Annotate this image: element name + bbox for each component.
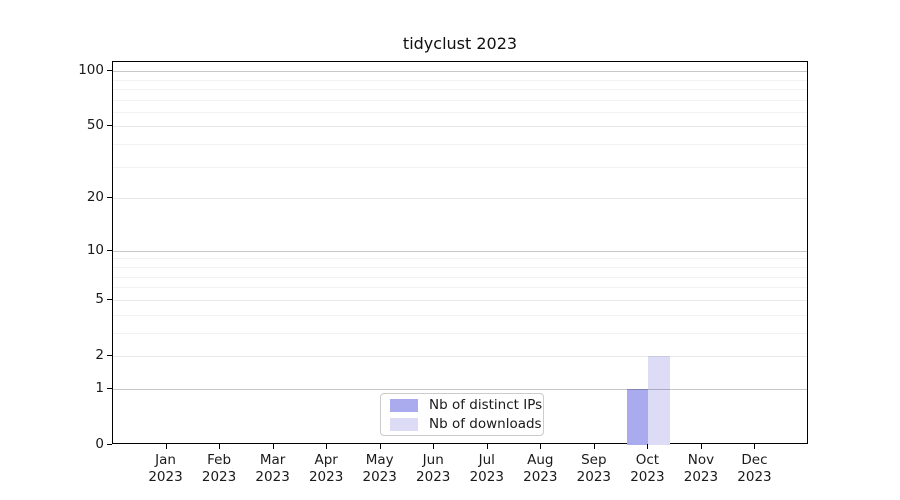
- legend-item-distinct-ips: Nb of distinct IPs: [390, 397, 542, 413]
- x-tick-sep: [593, 444, 595, 449]
- x-tick-apr: [326, 444, 328, 449]
- x-tick-month: Jan: [155, 452, 176, 468]
- legend-item-downloads: Nb of downloads: [390, 416, 542, 432]
- x-tick-may: [379, 444, 381, 449]
- gridline-y-60: [113, 111, 807, 113]
- x-tick-label-feb: Feb 2023: [184, 452, 254, 485]
- gridline-y-6: [113, 287, 807, 289]
- x-tick-month: Feb: [207, 452, 232, 468]
- x-tick-year: 2023: [308, 468, 344, 485]
- gridline-y-9: [113, 258, 807, 260]
- x-tick-year: 2023: [523, 468, 558, 485]
- legend-label-distinct-ips: Nb of distinct IPs: [429, 397, 543, 413]
- x-tick-month: Dec: [741, 452, 768, 468]
- y-tick-label-5: 5: [95, 290, 104, 307]
- gridline-y-5: [113, 299, 807, 301]
- x-tick-label-oct: Oct 2023: [612, 452, 682, 485]
- x-tick-label-aug: Aug 2023: [505, 452, 575, 485]
- x-tick-year: 2023: [737, 468, 772, 485]
- y-tick-label-20: 20: [86, 189, 104, 206]
- x-tick-oct: [647, 444, 649, 449]
- x-tick-label-sep: Sep 2023: [559, 452, 629, 485]
- y-tick-1: [107, 387, 112, 389]
- y-tick-10: [107, 249, 112, 251]
- x-tick-label-may: May 2023: [345, 452, 415, 485]
- x-tick-mar: [272, 444, 274, 449]
- gridline-y-30: [113, 166, 807, 168]
- x-tick-feb: [219, 444, 221, 449]
- x-tick-label-jul: Jul 2023: [452, 452, 522, 485]
- x-tick-label-jun: Jun 2023: [398, 452, 468, 485]
- y-tick-label-50: 50: [86, 117, 104, 134]
- x-tick-month: Aug: [527, 452, 554, 468]
- gridline-y-100: [113, 71, 807, 73]
- x-tick-month: May: [365, 452, 394, 468]
- x-tick-label-mar: Mar 2023: [238, 452, 308, 485]
- x-tick-jul: [486, 444, 488, 449]
- x-tick-label-apr: Apr 2023: [291, 452, 361, 485]
- gridline-y-80: [113, 88, 807, 90]
- y-tick-0: [107, 444, 112, 445]
- legend: Nb of distinct IPs Nb of downloads: [380, 393, 544, 436]
- x-tick-year: 2023: [148, 468, 183, 485]
- y-tick-5: [107, 298, 112, 300]
- x-tick-label-jan: Jan 2023: [131, 452, 201, 485]
- y-tick-label-2: 2: [95, 346, 104, 363]
- x-tick-month: Jul: [478, 452, 495, 468]
- gridline-y-20: [113, 198, 807, 200]
- chart-title: tidyclust 2023: [402, 34, 518, 53]
- y-tick-label-10: 10: [86, 241, 104, 258]
- x-tick-month: Mar: [259, 452, 286, 468]
- y-tick-label-100: 100: [78, 62, 104, 79]
- gridline-y-7: [113, 276, 807, 278]
- y-tick-label-0: 0: [95, 436, 104, 452]
- gridline-y-10: [113, 250, 807, 252]
- x-tick-aug: [540, 444, 542, 449]
- x-tick-year: 2023: [630, 468, 665, 485]
- bar-oct-series1: [648, 355, 670, 445]
- gridline-y-90: [113, 79, 807, 81]
- x-tick-month: Sep: [581, 452, 607, 468]
- bars-layer: [113, 62, 807, 445]
- legend-label-downloads: Nb of downloads: [429, 416, 542, 432]
- x-tick-month: Jun: [422, 452, 444, 468]
- x-tick-year: 2023: [416, 468, 451, 485]
- x-tick-month: Nov: [687, 452, 715, 468]
- x-tick-jun: [433, 444, 435, 449]
- legend-swatch-distinct-ips: [390, 398, 418, 412]
- y-tick-2: [107, 354, 112, 356]
- gridline-y-8: [113, 266, 807, 268]
- x-tick-year: 2023: [201, 468, 237, 485]
- gridline-y-3: [113, 332, 807, 334]
- x-tick-month: Apr: [314, 452, 338, 468]
- x-tick-year: 2023: [362, 468, 397, 485]
- y-tick-50: [107, 125, 112, 127]
- gridline-y-70: [113, 99, 807, 101]
- gridline-y-50: [113, 126, 807, 128]
- gridline-y-1: [113, 388, 807, 390]
- x-tick-year: 2023: [255, 468, 290, 485]
- y-tick-20: [107, 197, 112, 199]
- gridline-y-2: [113, 355, 807, 357]
- x-tick-year: 2023: [683, 468, 719, 485]
- x-tick-jan: [165, 444, 167, 449]
- y-tick-label-1: 1: [95, 379, 104, 396]
- legend-swatch-downloads: [390, 417, 418, 431]
- bar-oct-series0: [626, 388, 649, 445]
- gridline-y-4: [113, 314, 807, 316]
- x-tick-nov: [700, 444, 702, 449]
- x-tick-label-dec: Dec 2023: [719, 452, 789, 485]
- x-tick-year: 2023: [469, 468, 504, 485]
- x-tick-year: 2023: [576, 468, 612, 485]
- x-tick-month: Oct: [635, 452, 660, 468]
- x-tick-label-nov: Nov 2023: [666, 452, 736, 485]
- x-tick-dec: [754, 444, 756, 449]
- y-tick-100: [107, 70, 112, 72]
- plot-area: Nb of distinct IPs Nb of downloads: [112, 61, 808, 445]
- grid-layer: [113, 62, 807, 443]
- gridline-y-40: [113, 144, 807, 146]
